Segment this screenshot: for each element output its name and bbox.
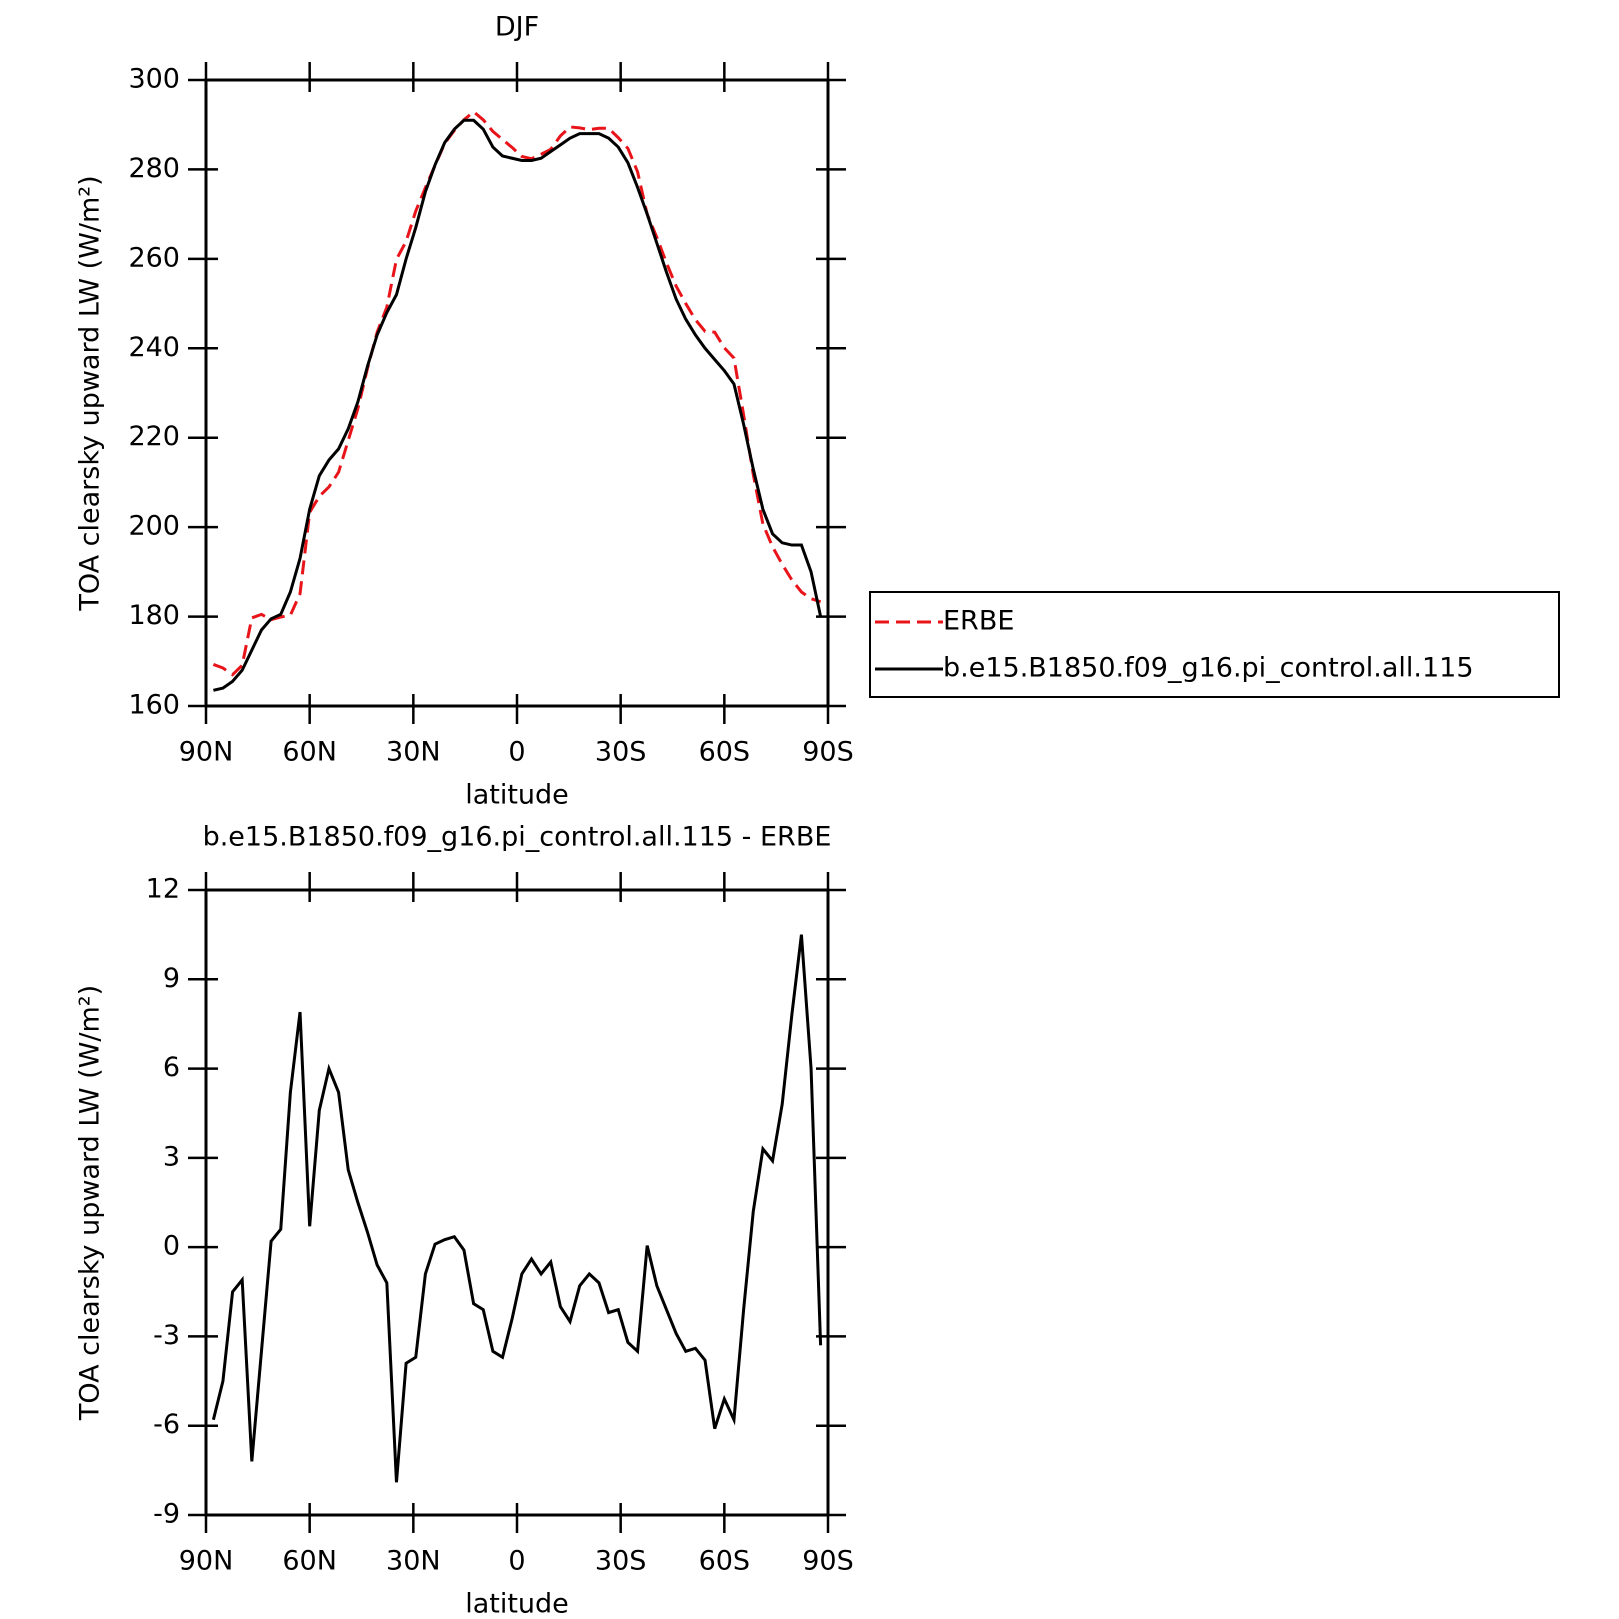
legend-box	[869, 591, 1560, 698]
y-tick-label: -6	[153, 1409, 180, 1440]
x-tick-label: 0	[508, 1546, 525, 1577]
data-line	[213, 118, 823, 692]
y-tick-label: 220	[128, 421, 180, 452]
x-tick-label: 90N	[179, 737, 234, 768]
y-tick-label: 160	[128, 690, 180, 721]
y-tick-label: 240	[128, 332, 180, 363]
legend-label: ERBE	[943, 606, 1014, 637]
x-axis-title: latitude	[465, 1589, 569, 1619]
x-tick-label: 30N	[386, 1546, 441, 1577]
x-axis-title: latitude	[465, 780, 569, 811]
x-tick-label: 60N	[282, 1546, 337, 1577]
y-axis-title: TOA clearsky upward LW (W/m²)	[75, 175, 106, 611]
y-tick-label: 180	[128, 600, 180, 631]
y-tick-label: 280	[128, 153, 180, 184]
chart-title: b.e15.B1850.f09_g16.pi_control.all.115 -…	[203, 822, 832, 853]
y-axis-title: TOA clearsky upward LW (W/m²)	[75, 985, 106, 1421]
x-tick-label: 60N	[282, 737, 337, 768]
y-tick-label: 3	[163, 1141, 180, 1172]
y-tick-label: -9	[153, 1499, 180, 1530]
x-tick-label: 30S	[595, 737, 647, 768]
x-tick-label: 0	[508, 737, 525, 768]
x-tick-label: 90S	[802, 1546, 854, 1577]
x-tick-label: 30S	[595, 1546, 647, 1577]
x-tick-label: 30N	[386, 737, 441, 768]
y-tick-label: 9	[163, 963, 180, 994]
y-tick-label: 6	[163, 1052, 180, 1083]
data-line	[211, 934, 823, 1483]
y-tick-label: 260	[128, 242, 180, 273]
y-tick-label: 200	[128, 511, 180, 542]
legend-label: b.e15.B1850.f09_g16.pi_control.all.115	[943, 653, 1474, 684]
x-tick-label: 90S	[802, 737, 854, 768]
y-tick-label: 0	[163, 1231, 180, 1262]
y-tick-label: -3	[153, 1320, 180, 1351]
data-line	[212, 109, 822, 677]
x-tick-label: 90N	[179, 1546, 234, 1577]
chart-title: DJF	[495, 12, 539, 43]
y-tick-label: 300	[128, 64, 180, 95]
x-tick-label: 60S	[699, 1546, 751, 1577]
y-tick-label: 12	[146, 874, 180, 905]
plot-frame	[204, 888, 830, 1517]
x-tick-label: 60S	[699, 737, 751, 768]
plot-frame	[204, 78, 830, 708]
